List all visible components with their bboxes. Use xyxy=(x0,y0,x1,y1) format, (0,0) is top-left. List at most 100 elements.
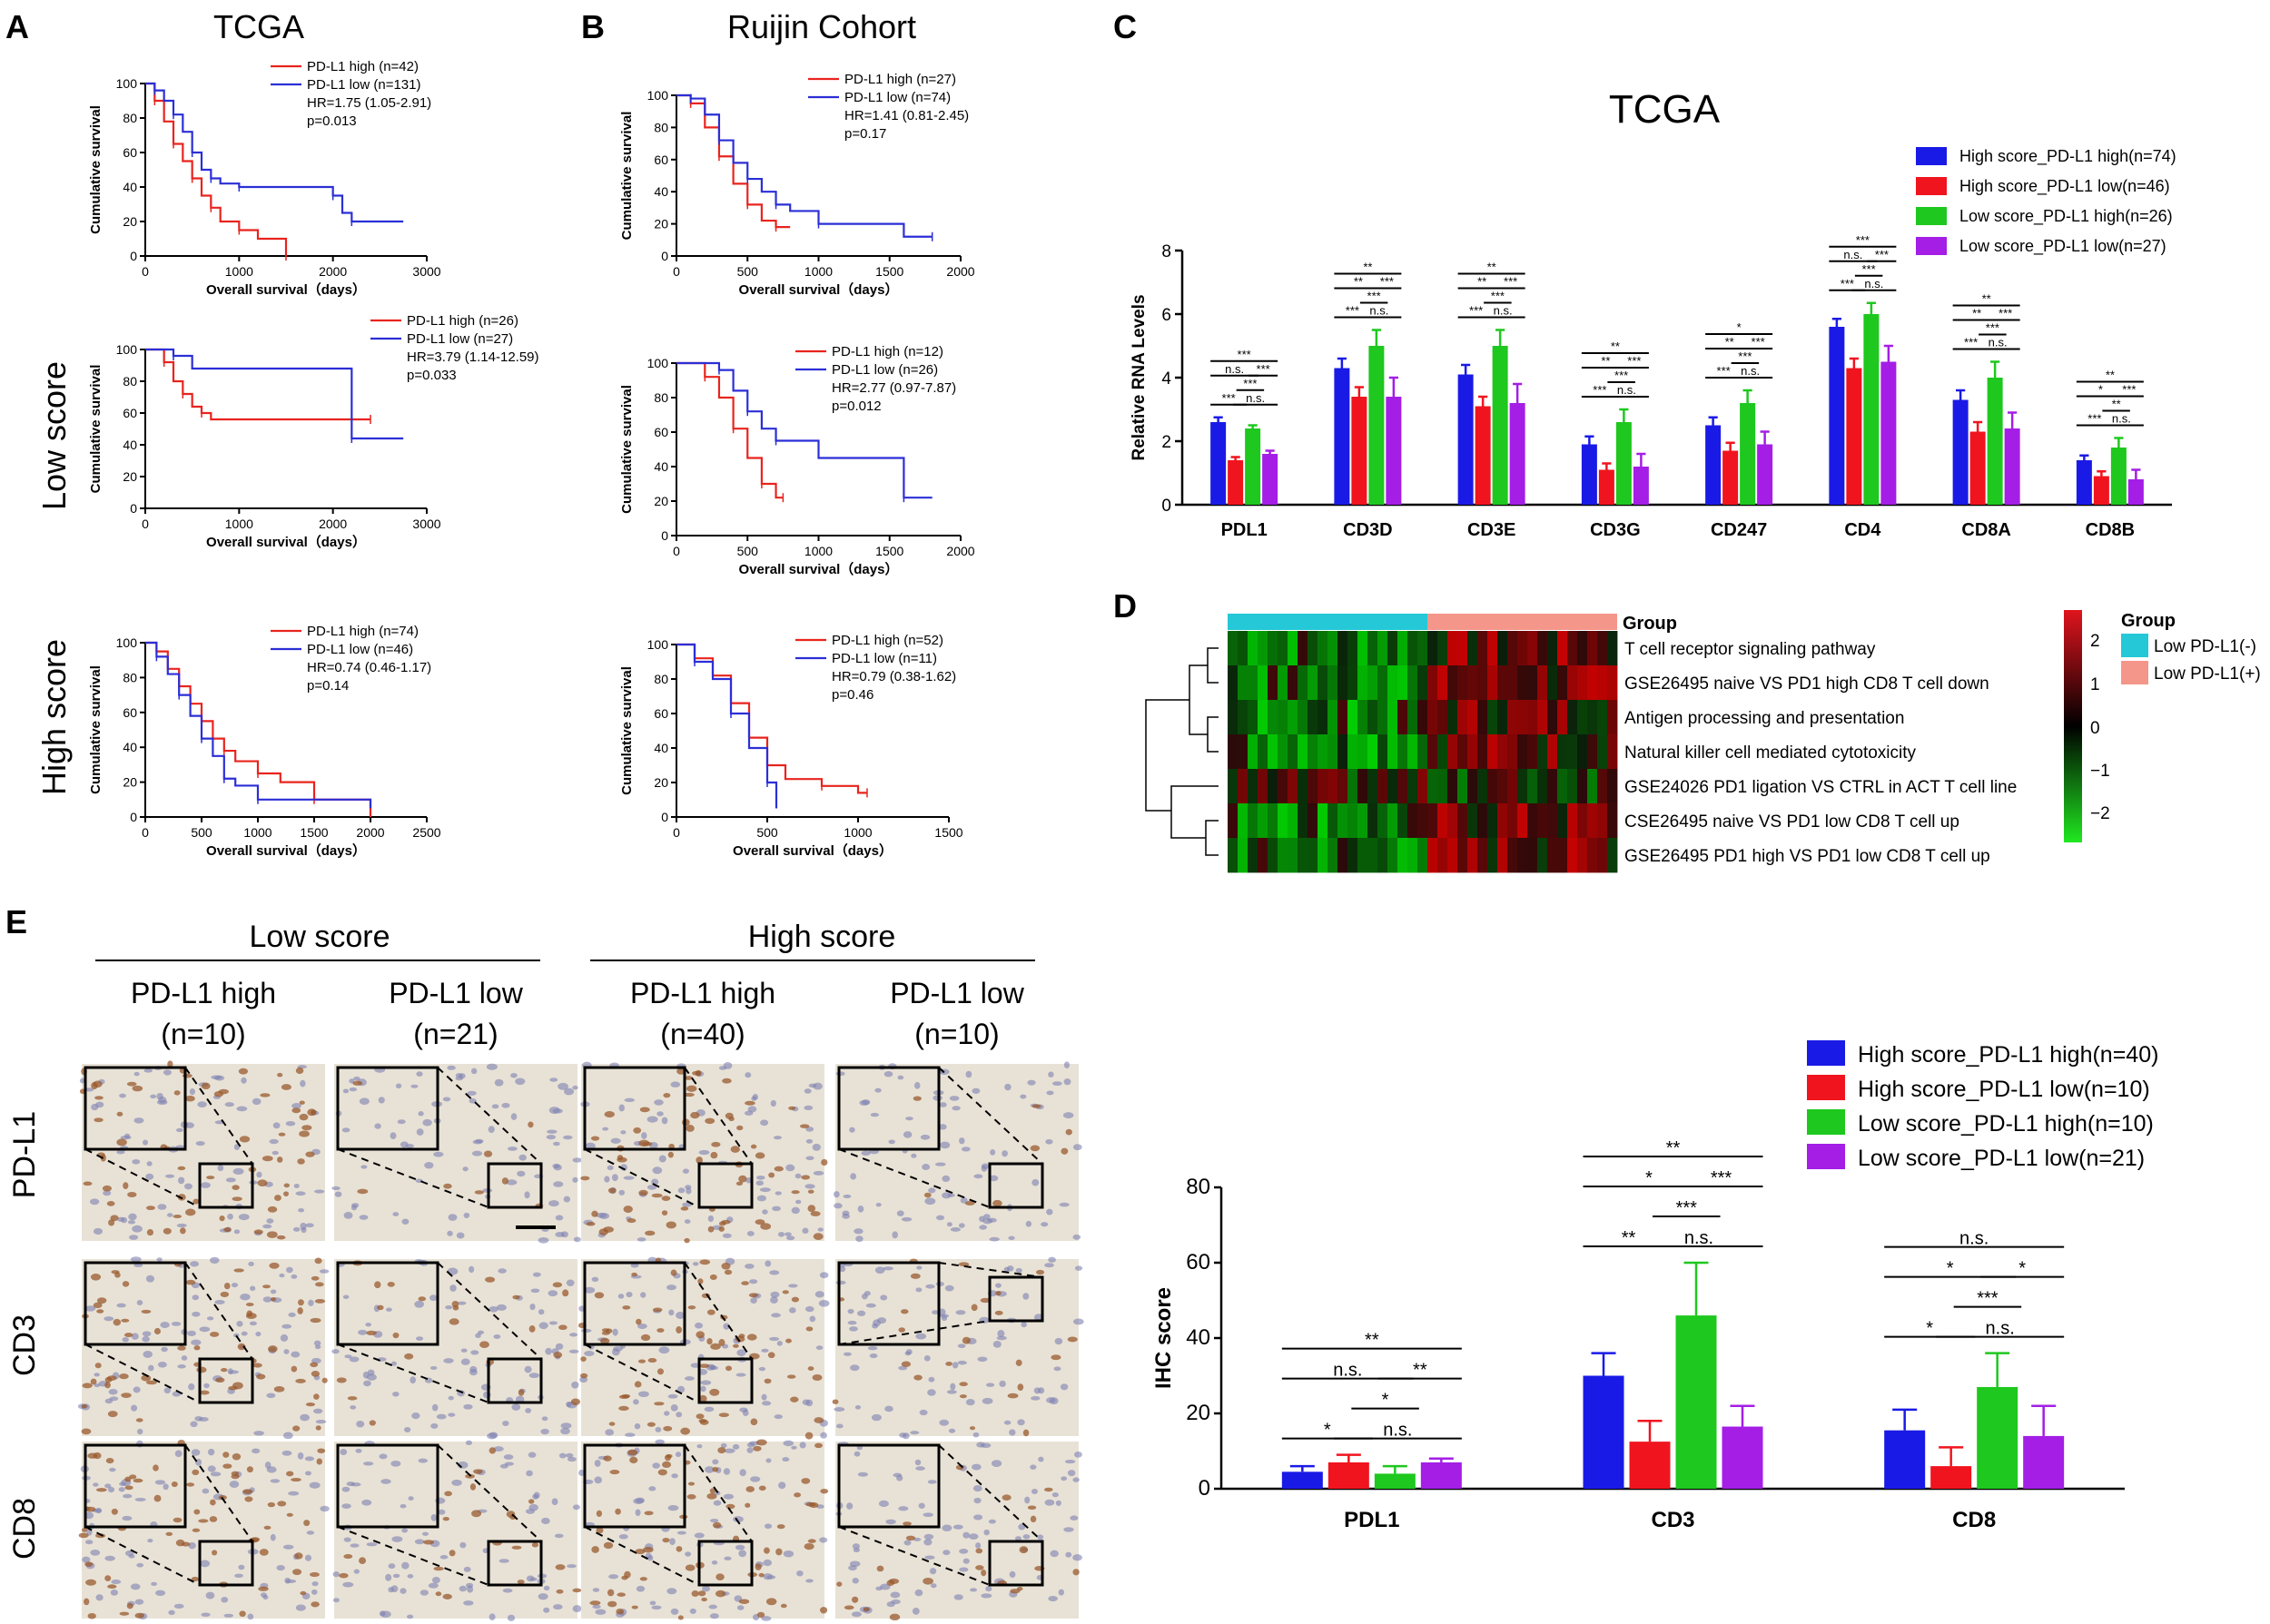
heat-cell xyxy=(1327,631,1338,666)
x-tick-label: 1000 xyxy=(804,544,833,558)
significance-label: n.s. xyxy=(1494,304,1513,318)
stained-nucleus xyxy=(180,1227,186,1235)
cell-nucleus xyxy=(751,1096,757,1101)
cell-nucleus xyxy=(424,1162,434,1169)
cell-nucleus xyxy=(1051,1491,1059,1498)
km-curve-low xyxy=(145,82,404,223)
cell-nucleus xyxy=(281,1324,292,1329)
cell-nucleus xyxy=(507,1147,518,1151)
bar-cd3g-2 xyxy=(1598,469,1614,505)
heat-cell xyxy=(1557,838,1568,873)
cell-nucleus xyxy=(578,1469,586,1477)
cell-nucleus xyxy=(794,1199,802,1205)
significance-label: *** xyxy=(1346,304,1359,318)
stained-nucleus xyxy=(511,1545,522,1550)
cell-nucleus xyxy=(567,1456,577,1462)
y-axis-label: Cumulative survival xyxy=(88,365,104,494)
bar-cd3e-4 xyxy=(1509,403,1525,505)
stained-nucleus xyxy=(93,1302,103,1309)
bar-cd8b-4 xyxy=(2127,479,2144,505)
stained-nucleus xyxy=(601,1331,610,1335)
cell-nucleus xyxy=(981,1593,992,1599)
cell-nucleus xyxy=(211,1075,222,1080)
y-tick-label: 100 xyxy=(647,637,669,652)
heat-cell xyxy=(1367,631,1378,666)
stained-nucleus xyxy=(913,1374,923,1381)
cell-nucleus xyxy=(979,1225,988,1230)
bar-cd3-2 xyxy=(1629,1442,1671,1489)
heat-cell xyxy=(1437,803,1448,839)
cell-nucleus xyxy=(95,1594,104,1601)
cell-nucleus xyxy=(392,1212,400,1217)
cell-nucleus xyxy=(411,1412,420,1420)
significance-label: *** xyxy=(1752,335,1765,349)
heat-cell xyxy=(1327,803,1338,839)
cell-nucleus xyxy=(989,1236,1000,1242)
cell-nucleus xyxy=(103,1190,112,1196)
cell-nucleus xyxy=(782,1457,790,1462)
cell-nucleus xyxy=(494,1078,504,1087)
heatmap-row-label: Natural killer cell mediated cytotoxicit… xyxy=(1624,743,1917,763)
ihc-image xyxy=(331,1063,583,1244)
stat-text: p=0.46 xyxy=(832,687,873,703)
cell-nucleus xyxy=(390,1585,399,1593)
stained-nucleus xyxy=(198,1519,209,1523)
significance-label: *** xyxy=(1243,377,1257,390)
heat-cell xyxy=(1607,665,1618,701)
heat-cell xyxy=(1487,734,1498,770)
stained-nucleus xyxy=(640,1334,651,1342)
zoom-connector xyxy=(437,1067,542,1165)
cell-nucleus xyxy=(469,1265,475,1274)
cell-nucleus xyxy=(221,1596,229,1603)
cell-nucleus xyxy=(238,1564,245,1570)
cell-nucleus xyxy=(94,1101,104,1108)
heat-cell xyxy=(1467,734,1478,770)
stained-nucleus xyxy=(277,1501,287,1507)
cell-nucleus xyxy=(596,1212,607,1218)
stained-nucleus xyxy=(347,1396,358,1401)
stained-nucleus xyxy=(553,1352,563,1359)
stained-nucleus xyxy=(129,1474,137,1480)
heat-cell xyxy=(1487,769,1498,804)
stained-nucleus xyxy=(562,1289,569,1297)
cell-nucleus xyxy=(1025,1220,1032,1227)
y-axis-label: Cumulative survival xyxy=(619,385,635,514)
stained-nucleus xyxy=(663,1425,673,1432)
stained-nucleus xyxy=(110,1215,119,1222)
zoom-connector xyxy=(684,1262,753,1360)
cell-nucleus xyxy=(231,1283,239,1288)
stained-nucleus xyxy=(645,1230,656,1236)
stained-nucleus xyxy=(277,1072,283,1078)
heat-cell xyxy=(1298,631,1308,666)
heat-cell xyxy=(1527,838,1538,873)
zoom-connector xyxy=(337,1148,489,1208)
bar-cd4-4 xyxy=(1880,361,1897,505)
stained-nucleus xyxy=(163,1227,172,1235)
stained-nucleus xyxy=(635,1549,646,1555)
cell-nucleus xyxy=(620,1130,627,1135)
significance-label: ** xyxy=(1611,340,1620,353)
cell-nucleus xyxy=(355,1448,362,1453)
stained-nucleus xyxy=(969,1426,976,1431)
x-tick-label: 1500 xyxy=(934,825,962,840)
stained-nucleus xyxy=(683,1092,695,1097)
cell-nucleus xyxy=(293,1183,300,1188)
cell-nucleus xyxy=(572,1176,578,1183)
heat-cell xyxy=(1387,803,1398,839)
stained-nucleus xyxy=(369,1420,376,1426)
cell-nucleus xyxy=(300,1222,307,1230)
cell-nucleus xyxy=(403,1426,411,1432)
cell-nucleus xyxy=(131,1404,138,1412)
cell-nucleus xyxy=(400,1504,407,1509)
cell-nucleus xyxy=(1058,1589,1064,1596)
cell-nucleus xyxy=(918,1502,925,1510)
heat-cell xyxy=(1308,700,1318,735)
zoom-box xyxy=(988,1540,1044,1587)
cell-nucleus xyxy=(624,1432,636,1437)
cell-nucleus xyxy=(306,1530,315,1535)
cell-nucleus xyxy=(965,1399,975,1406)
heat-cell xyxy=(1417,734,1428,770)
tissue-background xyxy=(334,1442,577,1619)
stained-nucleus xyxy=(680,1427,691,1435)
